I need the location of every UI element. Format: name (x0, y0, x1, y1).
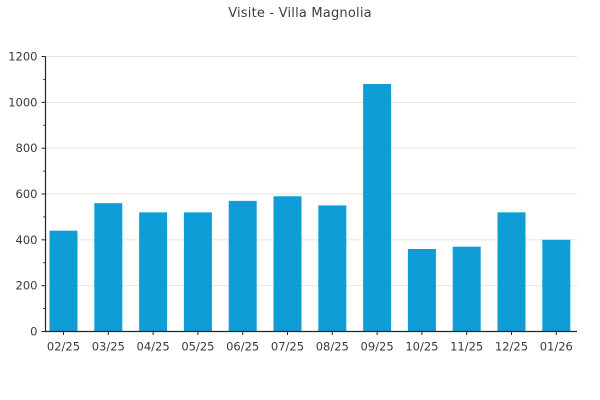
x-tick-label: 12/25 (495, 340, 528, 354)
bar (273, 196, 302, 332)
y-tick-label: 1000 (8, 95, 37, 109)
y-tick-label: 800 (16, 141, 38, 155)
bar (318, 205, 347, 332)
y-tick-label: 600 (16, 187, 38, 201)
x-tick-label: 11/25 (450, 340, 483, 354)
y-tick-label: 0 (30, 325, 37, 339)
x-tick-label: 04/25 (137, 340, 170, 354)
bar (497, 212, 526, 332)
bar (452, 246, 481, 332)
bar (49, 230, 78, 332)
bar (94, 203, 123, 332)
bar (183, 212, 212, 332)
x-tick-label: 05/25 (181, 340, 214, 354)
x-tick-label: 01/26 (540, 340, 573, 354)
bar (542, 239, 571, 332)
x-tick-label: 10/25 (405, 340, 438, 354)
y-tick-label: 200 (16, 279, 38, 293)
x-tick-label: 03/25 (92, 340, 125, 354)
bar (407, 249, 436, 332)
bar (363, 84, 392, 332)
chart-title: Visite - Villa Magnolia (228, 6, 372, 21)
x-tick-label: 07/25 (271, 340, 304, 354)
y-tick-label: 400 (16, 233, 38, 247)
x-tick-label: 08/25 (316, 340, 349, 354)
x-tick-label: 06/25 (226, 340, 259, 354)
y-tick-label: 1200 (8, 50, 37, 64)
bar (139, 212, 168, 332)
bar (228, 200, 257, 332)
x-tick-label: 09/25 (361, 340, 394, 354)
x-tick-label: 02/25 (47, 340, 80, 354)
